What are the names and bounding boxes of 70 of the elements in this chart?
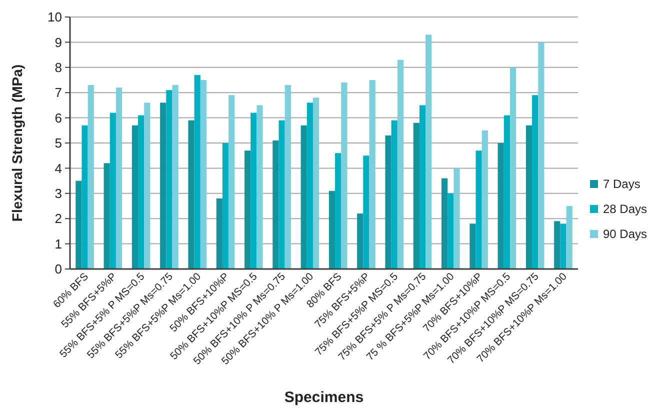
x-axis-title: Specimens	[284, 389, 364, 406]
bar	[526, 125, 532, 269]
bar	[166, 90, 172, 269]
bar	[426, 34, 432, 269]
bar	[160, 102, 166, 269]
bar	[132, 125, 138, 269]
bar	[470, 224, 476, 269]
bar	[504, 115, 510, 269]
y-tick-label: 4	[54, 160, 62, 176]
bar	[397, 60, 404, 269]
bar	[476, 150, 482, 269]
y-tick-label: 6	[54, 110, 62, 126]
legend-label: 7 Days	[603, 177, 640, 192]
bar	[250, 112, 257, 269]
y-tick-label: 9	[54, 34, 62, 50]
bar	[532, 95, 538, 269]
y-axis-title: Flexural Strength (MPa)	[9, 64, 25, 222]
bar	[256, 105, 263, 269]
bar	[369, 80, 376, 269]
bar	[448, 193, 454, 269]
bar	[341, 82, 348, 269]
bar	[363, 156, 370, 269]
bar	[538, 42, 544, 269]
bar	[76, 180, 82, 269]
bar	[385, 135, 392, 269]
bar	[222, 143, 229, 269]
bar	[284, 85, 291, 269]
bar	[144, 102, 150, 269]
y-tick-label: 0	[54, 262, 62, 277]
bar	[194, 74, 200, 269]
bar	[391, 120, 398, 269]
y-tick-label: 2	[54, 211, 62, 226]
bar	[278, 120, 285, 269]
bar	[110, 112, 116, 269]
bar	[357, 214, 364, 269]
bar	[335, 153, 342, 269]
bar	[454, 168, 460, 269]
bar	[244, 150, 251, 269]
bar	[442, 178, 448, 269]
bar	[312, 98, 320, 269]
bar	[482, 130, 488, 269]
bar	[116, 88, 122, 269]
y-tick-label: 5	[54, 136, 62, 151]
bar	[554, 221, 560, 269]
bar	[566, 206, 572, 269]
y-tick-label: 3	[54, 186, 62, 201]
bar	[216, 198, 222, 269]
bar	[188, 120, 194, 269]
y-tick-label: 7	[54, 85, 62, 100]
y-tick-label: 1	[54, 236, 62, 252]
bar	[300, 125, 307, 269]
bar	[306, 102, 313, 269]
bar	[413, 122, 420, 269]
bar	[200, 80, 206, 269]
bar	[172, 85, 178, 269]
bar	[328, 190, 336, 269]
bar	[228, 95, 235, 269]
bar	[88, 85, 94, 269]
legend-label: 28 Days	[603, 202, 648, 216]
bar	[510, 67, 516, 269]
bar	[560, 224, 566, 269]
bar	[272, 140, 279, 269]
y-tick-label: 10	[48, 10, 62, 25]
bar	[82, 125, 88, 269]
y-tick-label: 8	[54, 60, 62, 75]
bar	[419, 105, 426, 269]
bar	[498, 143, 504, 269]
bar	[138, 115, 144, 269]
legend-label: 90 Days	[603, 227, 648, 242]
bar	[104, 163, 110, 269]
